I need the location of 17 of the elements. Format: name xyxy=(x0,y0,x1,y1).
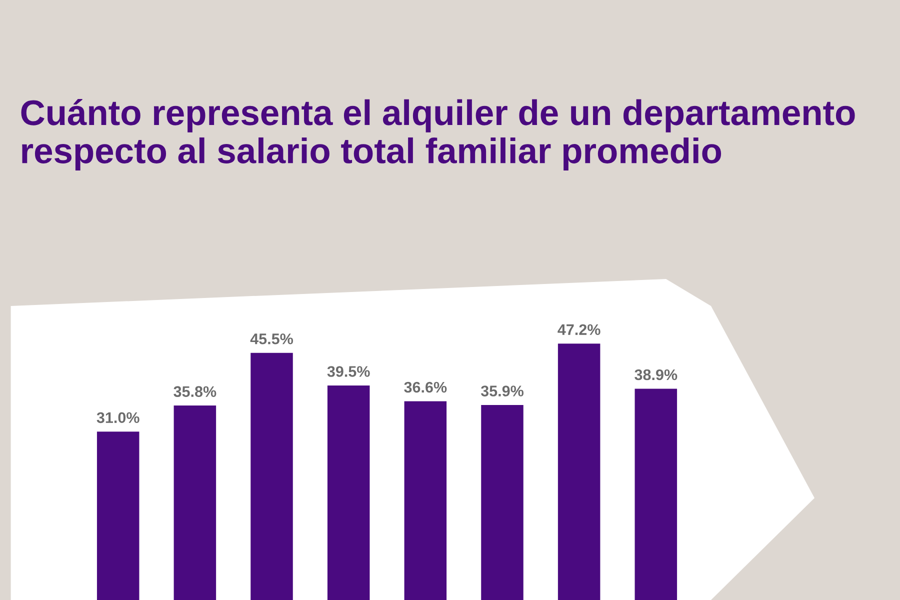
bar xyxy=(250,352,293,600)
data-label: 39.5% xyxy=(327,366,370,377)
bar xyxy=(174,406,216,600)
bar xyxy=(96,432,140,600)
data-label: 31.0% xyxy=(96,412,140,424)
data-label: 47.2% xyxy=(558,324,600,336)
data-label: 35.8% xyxy=(174,386,216,397)
bar xyxy=(327,385,370,600)
bar xyxy=(558,344,600,600)
data-label: 45.5% xyxy=(250,334,294,344)
bar xyxy=(404,401,447,600)
chart-title: Cuánto representa el alquiler de un departamento respecto al salario total familiar promedio xyxy=(21,99,855,170)
data-label: 36.6% xyxy=(404,382,447,393)
data-label: 35.9% xyxy=(480,386,524,396)
bar xyxy=(481,405,524,600)
bar xyxy=(634,388,678,600)
data-label: 38.9% xyxy=(634,369,678,380)
